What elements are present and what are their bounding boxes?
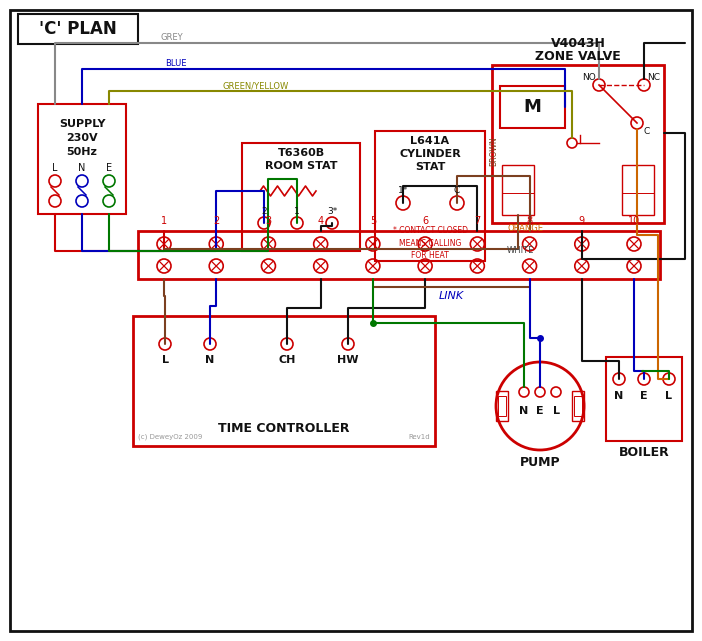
Bar — [133, 316, 435, 446]
Text: 6: 6 — [422, 216, 428, 226]
Bar — [375, 131, 485, 261]
Text: STAT: STAT — [415, 162, 445, 172]
Text: V4043H: V4043H — [550, 37, 605, 49]
Text: 'C' PLAN: 'C' PLAN — [39, 20, 117, 38]
Text: GREEN/YELLOW: GREEN/YELLOW — [222, 81, 289, 90]
Text: E: E — [536, 406, 544, 416]
Text: 7: 7 — [475, 216, 480, 226]
Text: 1: 1 — [294, 206, 300, 215]
Text: 1*: 1* — [398, 185, 408, 194]
Text: E: E — [640, 391, 648, 401]
Text: BLUE: BLUE — [165, 59, 187, 68]
Text: PUMP: PUMP — [519, 456, 560, 469]
Bar — [492, 65, 664, 223]
Text: NO: NO — [582, 72, 596, 81]
Text: NC: NC — [647, 72, 661, 81]
Text: WHITE: WHITE — [507, 246, 534, 255]
Text: 3*: 3* — [327, 206, 337, 215]
Text: L: L — [161, 355, 168, 365]
Text: TIME CONTROLLER: TIME CONTROLLER — [218, 422, 350, 435]
Bar — [606, 357, 682, 441]
Text: L641A: L641A — [411, 136, 449, 146]
Bar — [572, 391, 584, 421]
Text: 50Hz: 50Hz — [67, 147, 98, 157]
Text: M: M — [524, 98, 541, 116]
Text: 230V: 230V — [66, 133, 98, 143]
Text: 5: 5 — [370, 216, 376, 226]
Text: 4: 4 — [317, 216, 324, 226]
Bar — [18, 14, 138, 44]
Text: ROOM STAT: ROOM STAT — [265, 161, 337, 171]
Text: LINK: LINK — [439, 291, 464, 301]
Text: C: C — [454, 185, 460, 194]
Text: L: L — [665, 391, 673, 401]
Bar — [498, 396, 506, 416]
Text: CYLINDER: CYLINDER — [399, 149, 461, 159]
Text: L: L — [552, 406, 559, 416]
Bar — [502, 165, 534, 215]
Text: BOILER: BOILER — [618, 447, 670, 460]
Bar — [622, 165, 654, 215]
Bar — [496, 391, 508, 421]
Text: N: N — [206, 355, 215, 365]
Text: 10: 10 — [628, 216, 640, 226]
Text: 8: 8 — [526, 216, 533, 226]
Bar — [138, 231, 660, 279]
Text: C: C — [644, 126, 650, 135]
Text: 3: 3 — [265, 216, 272, 226]
Text: N: N — [519, 406, 529, 416]
Text: 2: 2 — [213, 216, 219, 226]
Text: HW: HW — [337, 355, 359, 365]
Text: GREY: GREY — [160, 33, 183, 42]
Bar — [38, 104, 126, 214]
Bar — [574, 396, 582, 416]
Bar — [500, 86, 565, 128]
Text: ZONE VALVE: ZONE VALVE — [535, 49, 621, 63]
Text: T6360B: T6360B — [277, 148, 324, 158]
Text: 9: 9 — [578, 216, 585, 226]
Text: * CONTACT CLOSED
MEANS CALLING
FOR HEAT: * CONTACT CLOSED MEANS CALLING FOR HEAT — [392, 226, 468, 260]
Bar — [242, 143, 360, 251]
Text: (c) DeweyOz 2009: (c) DeweyOz 2009 — [138, 433, 202, 440]
Text: CH: CH — [278, 355, 296, 365]
Text: 1: 1 — [161, 216, 167, 226]
Text: ORANGE: ORANGE — [507, 224, 543, 233]
Text: E: E — [106, 163, 112, 173]
Text: N: N — [614, 391, 623, 401]
Text: 2: 2 — [261, 206, 267, 215]
Text: N: N — [79, 163, 86, 173]
Text: L: L — [52, 163, 58, 173]
Text: BROWN: BROWN — [489, 136, 498, 166]
Text: SUPPLY: SUPPLY — [59, 119, 105, 129]
Text: Rev1d: Rev1d — [409, 434, 430, 440]
